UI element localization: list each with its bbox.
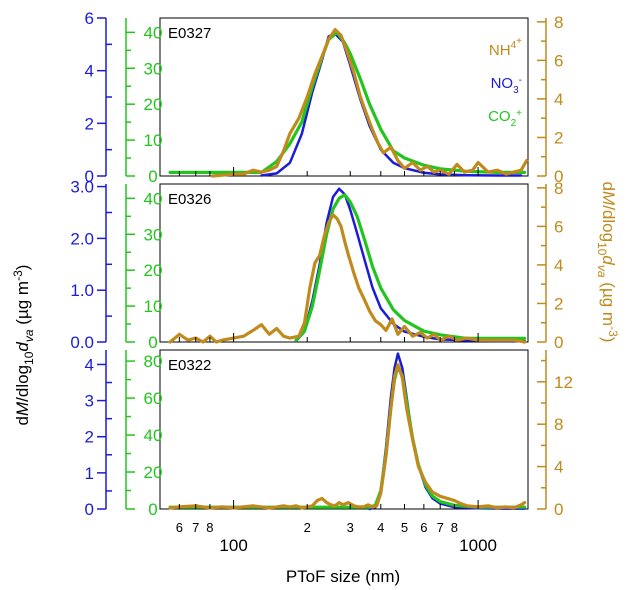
series-line-nh4: [168, 363, 527, 510]
blue-y-tick-label: 2: [85, 428, 94, 447]
legend-item: NO3-: [491, 75, 522, 96]
right-y-tick-label: 4: [554, 458, 563, 477]
green-y-tick-label: 40: [144, 426, 163, 445]
right-y-tick-label: 4: [554, 256, 563, 275]
blue-y-tick-label: 3.0: [70, 178, 94, 197]
green-y-tick-label: 40: [144, 189, 163, 208]
series-line-no3: [260, 32, 523, 177]
x-tick-label-minor: 8: [451, 520, 458, 535]
green-y-tick-label: 20: [144, 261, 163, 280]
green-y-tick-label: 10: [144, 297, 163, 316]
series-line-co2: [168, 365, 527, 509]
green-y-tick-label: 20: [144, 463, 163, 482]
green-y-tick-label: 60: [144, 389, 163, 408]
blue-y-tick-label: 4: [85, 62, 94, 81]
right-y-tick-label: 0: [554, 500, 563, 519]
green-y-tick-label: 40: [144, 23, 163, 42]
panel-frame: [159, 183, 529, 343]
blue-y-tick-label: 2.0: [70, 229, 94, 248]
right-y-tick-label: 2: [554, 294, 563, 313]
y-axis-label-right: dM/dlog10dva (µg m-3): [595, 182, 620, 343]
panel-frames: [159, 17, 529, 510]
legend: NH4+ NO3- CO2+: [488, 36, 522, 129]
y-axis-label-left: dM/dlog10dva (µg m-3): [11, 265, 36, 426]
right-y-tick-label: 4: [554, 90, 563, 109]
x-tick-label-major: 100: [219, 536, 247, 555]
blue-y-tick-label: 1.0: [70, 281, 94, 300]
legend-item: CO2+: [488, 108, 522, 129]
series-line-nh4: [168, 213, 527, 344]
panel-label: E0322: [168, 357, 211, 374]
right-y-tick-label: 12: [554, 373, 573, 392]
green-y-tick-label: 0: [148, 333, 157, 352]
green-y-tick-label: 20: [144, 95, 163, 114]
x-axis-label: PToF size (nm): [286, 567, 400, 586]
x-tick-label-minor: 6: [176, 520, 183, 535]
right-y-tick-label: 6: [554, 217, 563, 236]
axes: 0246010203040024680.01.02.03.00102030400…: [70, 9, 573, 555]
right-y-tick-label: 8: [554, 415, 563, 434]
green-y-tick-label: 80: [144, 352, 163, 371]
x-tick-label-minor: 2: [304, 520, 311, 535]
green-y-tick-label: 30: [144, 225, 163, 244]
blue-y-tick-label: 0.0: [70, 333, 94, 352]
green-y-tick-label: 30: [144, 59, 163, 78]
blue-y-tick-label: 1: [85, 464, 94, 483]
blue-y-tick-label: 0: [85, 500, 94, 519]
x-tick-label-major: 1000: [459, 536, 497, 555]
x-tick-label-minor: 6: [420, 520, 427, 535]
panel-label: E0326: [168, 191, 211, 208]
y-axis-label-left-text: dM/dlog10dva (µg m-3): [11, 265, 36, 426]
series-line-co2: [294, 193, 527, 342]
right-y-tick-label: 0: [554, 167, 563, 186]
blue-y-tick-label: 6: [85, 9, 94, 28]
green-y-tick-label: 0: [148, 500, 157, 519]
legend-item: NH4+: [489, 36, 522, 59]
x-tick-label-minor: 4: [377, 520, 384, 535]
series-line-no3: [294, 187, 526, 343]
x-tick-label-minor: 7: [192, 520, 199, 535]
right-y-tick-label: 6: [554, 51, 563, 70]
blue-y-tick-label: 0: [85, 167, 94, 186]
right-y-tick-label: 8: [554, 179, 563, 198]
series-line-nh4: [210, 28, 529, 178]
plot-area: E0327 E0326 E0322: [168, 25, 529, 511]
x-tick-label-minor: 3: [347, 520, 354, 535]
x-tick-label-minor: 8: [206, 520, 213, 535]
x-tick-label-minor: 5: [401, 520, 408, 535]
x-tick-label-minor: 7: [437, 520, 444, 535]
panel-label: E0327: [168, 25, 211, 42]
panel-frame: [159, 17, 529, 177]
blue-y-tick-label: 2: [85, 114, 94, 133]
right-y-tick-label: 0: [554, 333, 563, 352]
blue-y-tick-label: 4: [85, 355, 94, 374]
y-axis-label-right-text: dM/dlog10dva (µg m-3): [595, 182, 620, 343]
panel-frame: [159, 349, 529, 510]
right-y-tick-label: 2: [554, 128, 563, 147]
green-y-tick-label: 0: [148, 167, 157, 186]
right-y-tick-label: 8: [554, 13, 563, 32]
blue-y-tick-label: 3: [85, 392, 94, 411]
green-y-tick-label: 10: [144, 131, 163, 150]
